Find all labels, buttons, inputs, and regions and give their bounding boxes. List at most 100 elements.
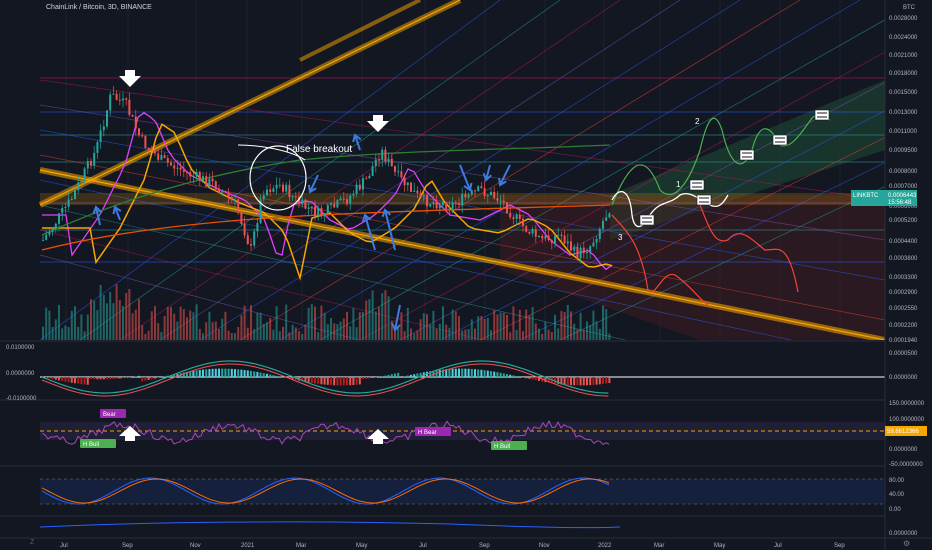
macd-hist-bar [275,375,278,377]
fan-line [39,179,793,340]
candle-body [384,149,387,162]
volume-bar [346,311,348,340]
volume-bar [141,325,144,340]
volume-bar [256,312,259,340]
candle-body [96,142,99,153]
candle-body [205,176,208,187]
time-tick-label: Nov [190,543,201,549]
candle-body [70,198,73,200]
symbol-title: ChainLink / Bitcoin, 3D, BINANCE [46,4,152,11]
macd-hist-bar [182,372,185,377]
candle-body [179,167,182,170]
candle-body [253,231,256,246]
macd-hist-bar [557,377,560,385]
volume-bar [598,328,601,340]
candle-body [528,231,531,234]
flag-icon [772,134,788,146]
main-pane[interactable]: False breakout 1 2 3 [38,0,932,540]
volume-bar [486,318,489,340]
candle-body [330,203,332,206]
volume-bar [422,313,425,340]
macd-hist-bar [74,377,76,384]
candle-body [170,162,172,166]
candle-body [333,203,336,208]
price-scale[interactable]: 0.0028000 0.0024000 0.0021000 0.0018000 0.00… [851,0,918,550]
macd-hist-bar [253,371,256,377]
volume-bar [198,328,201,340]
volume-bar [339,321,342,340]
candle-body [560,234,563,236]
macd-hist-bar [141,377,144,382]
divergence-badge-label: H Bear [418,430,437,436]
macd-hist-bar [150,377,153,380]
macd-hist-bar [490,371,492,377]
volume-bar [435,328,438,340]
blue-arrow-line [499,164,511,186]
gear-icon[interactable]: ⚙ [903,539,911,548]
time-axis[interactable]: Jul Sep Nov 2021 Mar May Jul Sep Nov 2022 Mar May Ju… [60,543,845,549]
volume-bar [573,323,576,340]
volume-bar [605,309,608,340]
fan-line [39,254,361,340]
fan-line [319,19,885,340]
fan-line [39,154,885,321]
rsi-arrow-icon [119,426,389,444]
volume-bar [493,310,496,340]
tradingview-logo-icon[interactable]: Z [30,539,35,546]
candle-body [51,228,54,232]
candle-body [83,168,86,181]
candle-body [326,205,329,214]
macd-pane[interactable] [40,360,885,397]
volume-bar [291,324,294,340]
extra-indicator-line [39,521,621,529]
volume-bar [429,324,432,340]
candle-body [54,223,57,229]
time-tick-label: Nov [539,543,550,549]
macd-hist-bar [410,374,412,377]
candle-body [208,178,211,187]
macd-hist-bar [506,374,508,377]
blue-arrow-head [92,205,102,215]
price-tick-label: 0.0002200 [889,323,918,329]
volume-bar [483,318,486,340]
price-tick-label: 0.0001940 [889,338,918,344]
candle-body [426,194,428,207]
candle-body [454,202,457,204]
volume-bar [202,333,204,340]
macd-hist-bar [502,373,505,377]
volume-bar [480,315,483,340]
macd-hist-bar [211,368,214,377]
volume-bar [48,310,51,340]
macd-hist-bar [93,377,96,380]
candle-body [227,192,230,198]
stoch-pane[interactable] [40,477,885,505]
blue-arrow-head [391,322,401,332]
fan-line [79,0,561,340]
candle-body [294,196,297,198]
volume-bar [477,316,480,340]
volume-bar [323,312,326,340]
price-tick-label: 0.0003800 [889,256,918,262]
volume-bar [579,312,582,340]
candle-body [304,199,307,209]
volume-bar [394,326,396,340]
macd-hist-bar [512,375,515,377]
fan-line [239,0,801,340]
volume-bar [368,299,371,340]
stoch-d-line [41,478,610,504]
volume-bar [42,326,44,340]
candle-body [429,203,432,207]
flag-icon [814,109,830,121]
red-projection-path-2 [699,204,799,293]
volume-bar [470,319,473,340]
volume-bar [320,305,323,340]
divergence-badge [415,427,451,436]
candle-body [109,94,112,111]
volume-bar [589,325,592,340]
rsi-pane[interactable]: Bear H Bull H Bear H Bull [40,409,885,450]
candle-body [275,184,278,189]
macd-hist-bar [381,376,384,377]
volume-bar [582,329,585,340]
volume-bar [602,305,604,340]
